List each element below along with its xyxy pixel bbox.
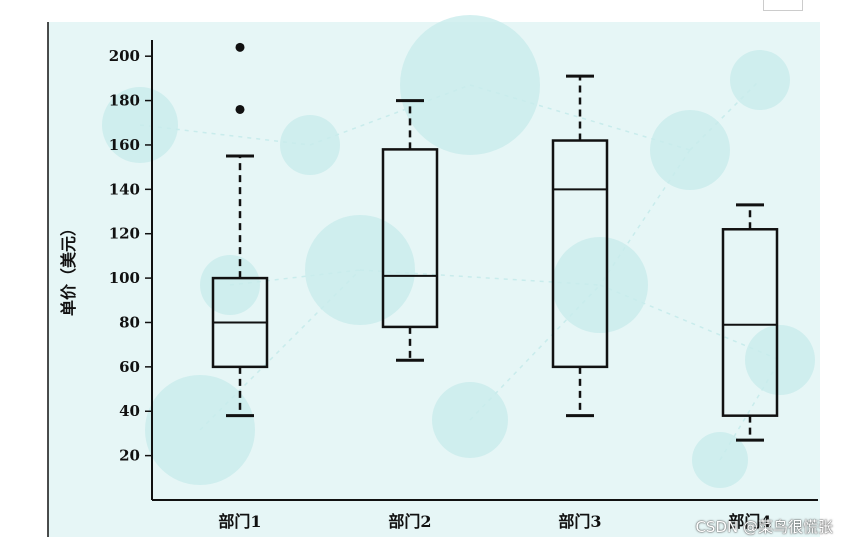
x-category-label: 部门3 — [558, 512, 601, 531]
y-axis-ticks: 20 40 60 80 100 120 140 160 180 200 — [109, 47, 152, 465]
box-iqr — [551, 139, 609, 369]
box-iqr — [721, 228, 779, 417]
decor-line — [309, 84, 471, 146]
x-category-label: 部门2 — [388, 512, 431, 531]
y-tick-label: 20 — [119, 447, 140, 465]
y-tick-label: 140 — [109, 180, 140, 198]
x-axis-labels: 部门1 部门2 部门3 部门4 — [218, 512, 771, 531]
decor-circle — [745, 325, 815, 395]
x-category-label: 部门1 — [218, 512, 261, 531]
box-2 — [381, 99, 439, 362]
decor-line — [469, 84, 691, 151]
decor-line — [199, 269, 361, 431]
watermark-text: CSDN @菜鸟很慌张 — [695, 518, 833, 536]
background-decoration — [102, 15, 815, 488]
box-3 — [551, 74, 609, 418]
decor-line — [229, 269, 361, 286]
y-tick-label: 200 — [109, 47, 140, 65]
decor-line — [599, 149, 691, 286]
y-tick-label: 40 — [119, 402, 140, 420]
decor-line — [139, 124, 311, 146]
outlier-point — [235, 42, 245, 52]
decor-line — [359, 269, 601, 286]
decor-line — [599, 284, 781, 361]
box-iqr — [381, 148, 439, 329]
box-1 — [211, 42, 269, 418]
decor-line — [689, 79, 761, 151]
decor-line — [719, 359, 781, 461]
y-tick-label: 100 — [109, 269, 140, 287]
y-tick-label: 60 — [119, 358, 140, 376]
y-tick-label: 120 — [109, 225, 140, 243]
y-tick-label: 80 — [119, 313, 140, 331]
outlier-point — [235, 104, 245, 114]
y-axis-label: 单价（美元） — [59, 220, 78, 316]
y-tick-label: 160 — [109, 136, 140, 154]
x-category-label: 部门4 — [728, 512, 771, 531]
corner-frame — [763, 0, 803, 11]
box-series — [211, 42, 779, 442]
decor-line — [469, 284, 601, 421]
box-4 — [721, 203, 779, 442]
decor-circle — [730, 50, 790, 110]
y-tick-label: 180 — [109, 92, 140, 110]
